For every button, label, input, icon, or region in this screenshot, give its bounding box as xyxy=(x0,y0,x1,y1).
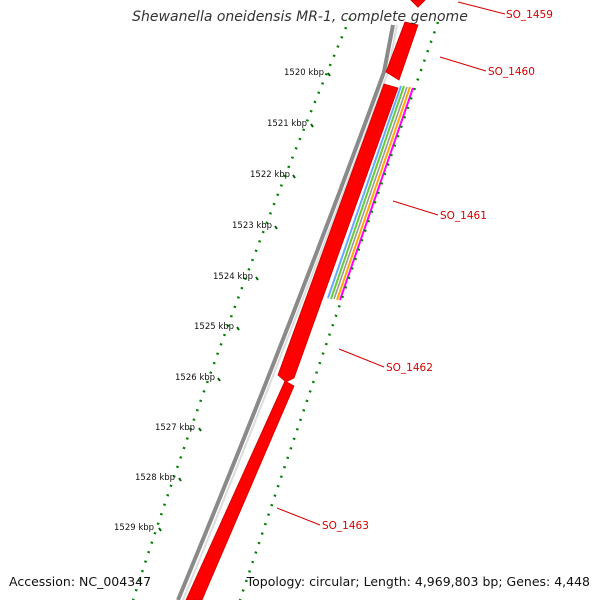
gene-so-1463[interactable] xyxy=(185,380,295,600)
gene-label-so-1462[interactable]: SO_1462 xyxy=(386,362,433,374)
gene-label-so-1463[interactable]: SO_1463 xyxy=(322,520,369,532)
gene-label-so-1460[interactable]: SO_1460 xyxy=(488,66,535,78)
tick-label: 1520 kbp xyxy=(284,68,325,78)
tick-label: 1521 kbp xyxy=(267,119,308,129)
genome-summary-text: Topology: circular; Length: 4,969,803 bp… xyxy=(246,574,590,589)
tick-label: 1522 kbp xyxy=(250,170,291,180)
inner-dotted-track xyxy=(238,21,440,600)
scale-tick-marks xyxy=(158,72,331,532)
tick-label: 1529 kbp xyxy=(114,523,155,533)
genome-backbone xyxy=(176,24,395,600)
tick-label: 1524 kbp xyxy=(213,272,254,282)
tick-label: 1528 kbp xyxy=(135,473,176,483)
backbone-highlight xyxy=(182,24,398,600)
tick-label: 1525 kbp xyxy=(194,322,235,332)
gene-so-1459[interactable] xyxy=(410,0,426,8)
genome-title: Shewanella oneidensis MR-1, complete gen… xyxy=(132,9,468,25)
gene-so-1462[interactable] xyxy=(277,83,399,383)
gene-so-1460[interactable] xyxy=(385,21,419,81)
gene-label-so-1461[interactable]: SO_1461 xyxy=(440,210,487,222)
gene-label-so-1459[interactable]: SO_1459 xyxy=(506,9,553,21)
accession-text: Accession: NC_004347 xyxy=(9,574,152,589)
tick-label: 1523 kbp xyxy=(232,221,273,231)
tick-label: 1526 kbp xyxy=(175,373,216,383)
tick-label: 1527 kbp xyxy=(155,423,196,433)
gene-so-1461[interactable] xyxy=(327,85,414,301)
label-leader-lines xyxy=(276,1,506,526)
